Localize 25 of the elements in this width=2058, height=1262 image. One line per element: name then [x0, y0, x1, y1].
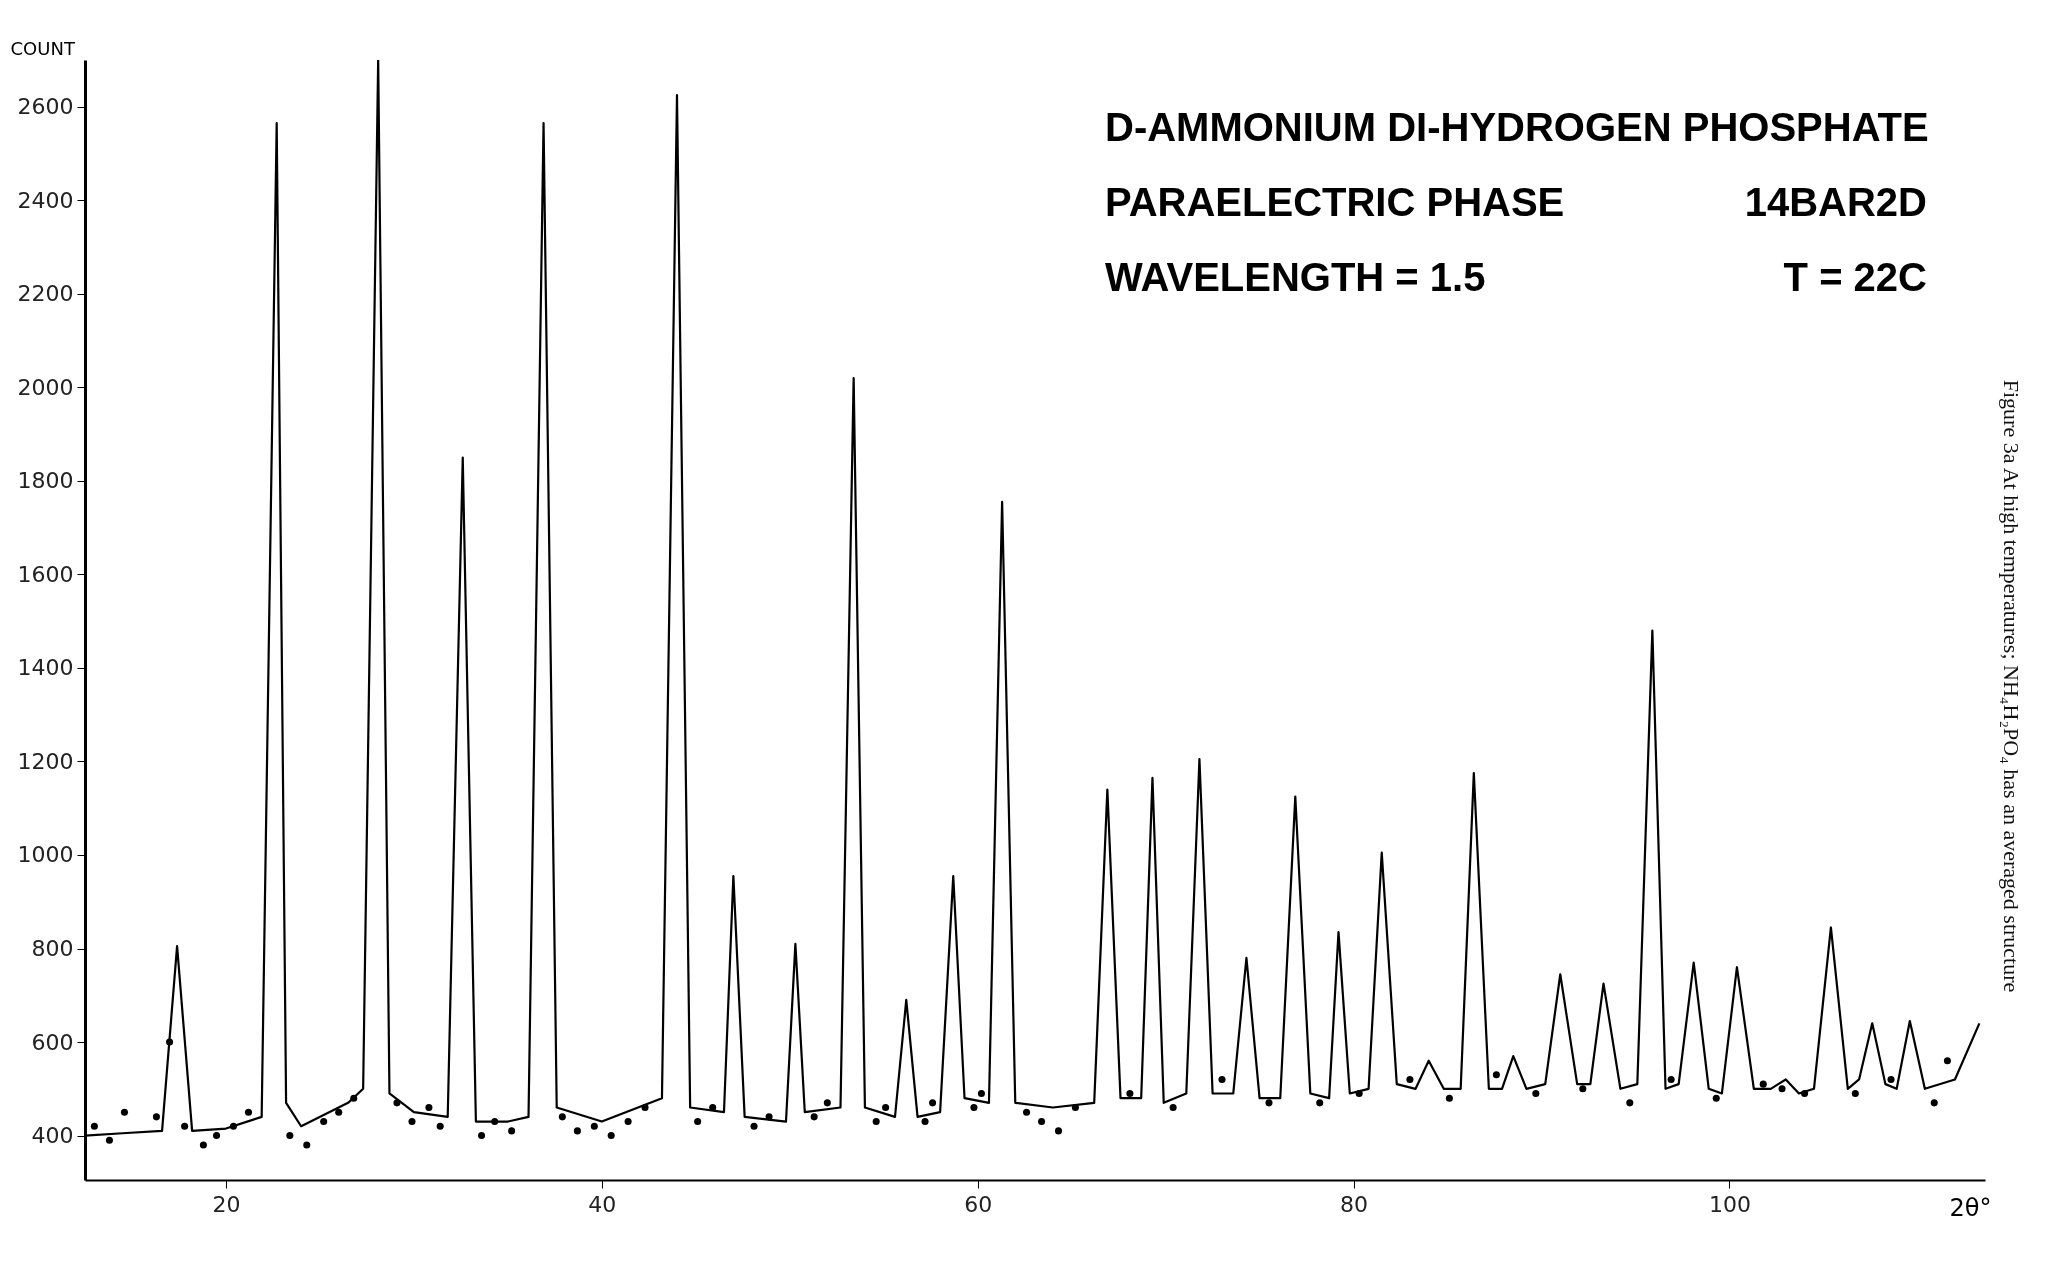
- caption: Figure 3a At high temperatures; NH₄H₂PO₄ has an averaged structure: [1999, 379, 2024, 993]
- x-tick-label: 100: [1708, 1191, 1751, 1217]
- annotation: PARAELECTRIC PHASE: [1105, 180, 1565, 224]
- y-axis-title: COUNT: [10, 37, 76, 59]
- annotation: 14BAR2D: [1744, 180, 1927, 224]
- y-tick-label: 1200: [17, 748, 74, 774]
- annotation: T = 22C: [1783, 255, 1927, 299]
- text: D-AMMONIUM DI-HYDROGEN PHOSPHATE: [1105, 105, 1929, 149]
- x-tick-label: 60: [964, 1191, 993, 1217]
- y-tick-label: 1800: [17, 468, 74, 494]
- y-tick-label: 1600: [17, 561, 74, 587]
- y-tick-label: 2000: [17, 374, 74, 400]
- x-tick-label: 20: [212, 1191, 241, 1217]
- x-axis-title: 2θ°: [1949, 1193, 1992, 1222]
- annotation: WAVELENGTH = 1.5: [1105, 255, 1486, 299]
- y-tick-label: 2600: [17, 94, 74, 120]
- y-tick-label: 400: [31, 1123, 74, 1149]
- y-tick-label: 800: [31, 936, 74, 962]
- x-tick-label: 80: [1340, 1191, 1369, 1217]
- y-tick-label: 1000: [17, 842, 74, 868]
- y-tick-label: 1400: [17, 655, 74, 681]
- y-tick-label: 2400: [17, 187, 74, 213]
- x-tick-label: 40: [588, 1191, 617, 1217]
- y-tick-label: 2200: [17, 281, 74, 307]
- y-tick-label: 600: [31, 1029, 74, 1055]
